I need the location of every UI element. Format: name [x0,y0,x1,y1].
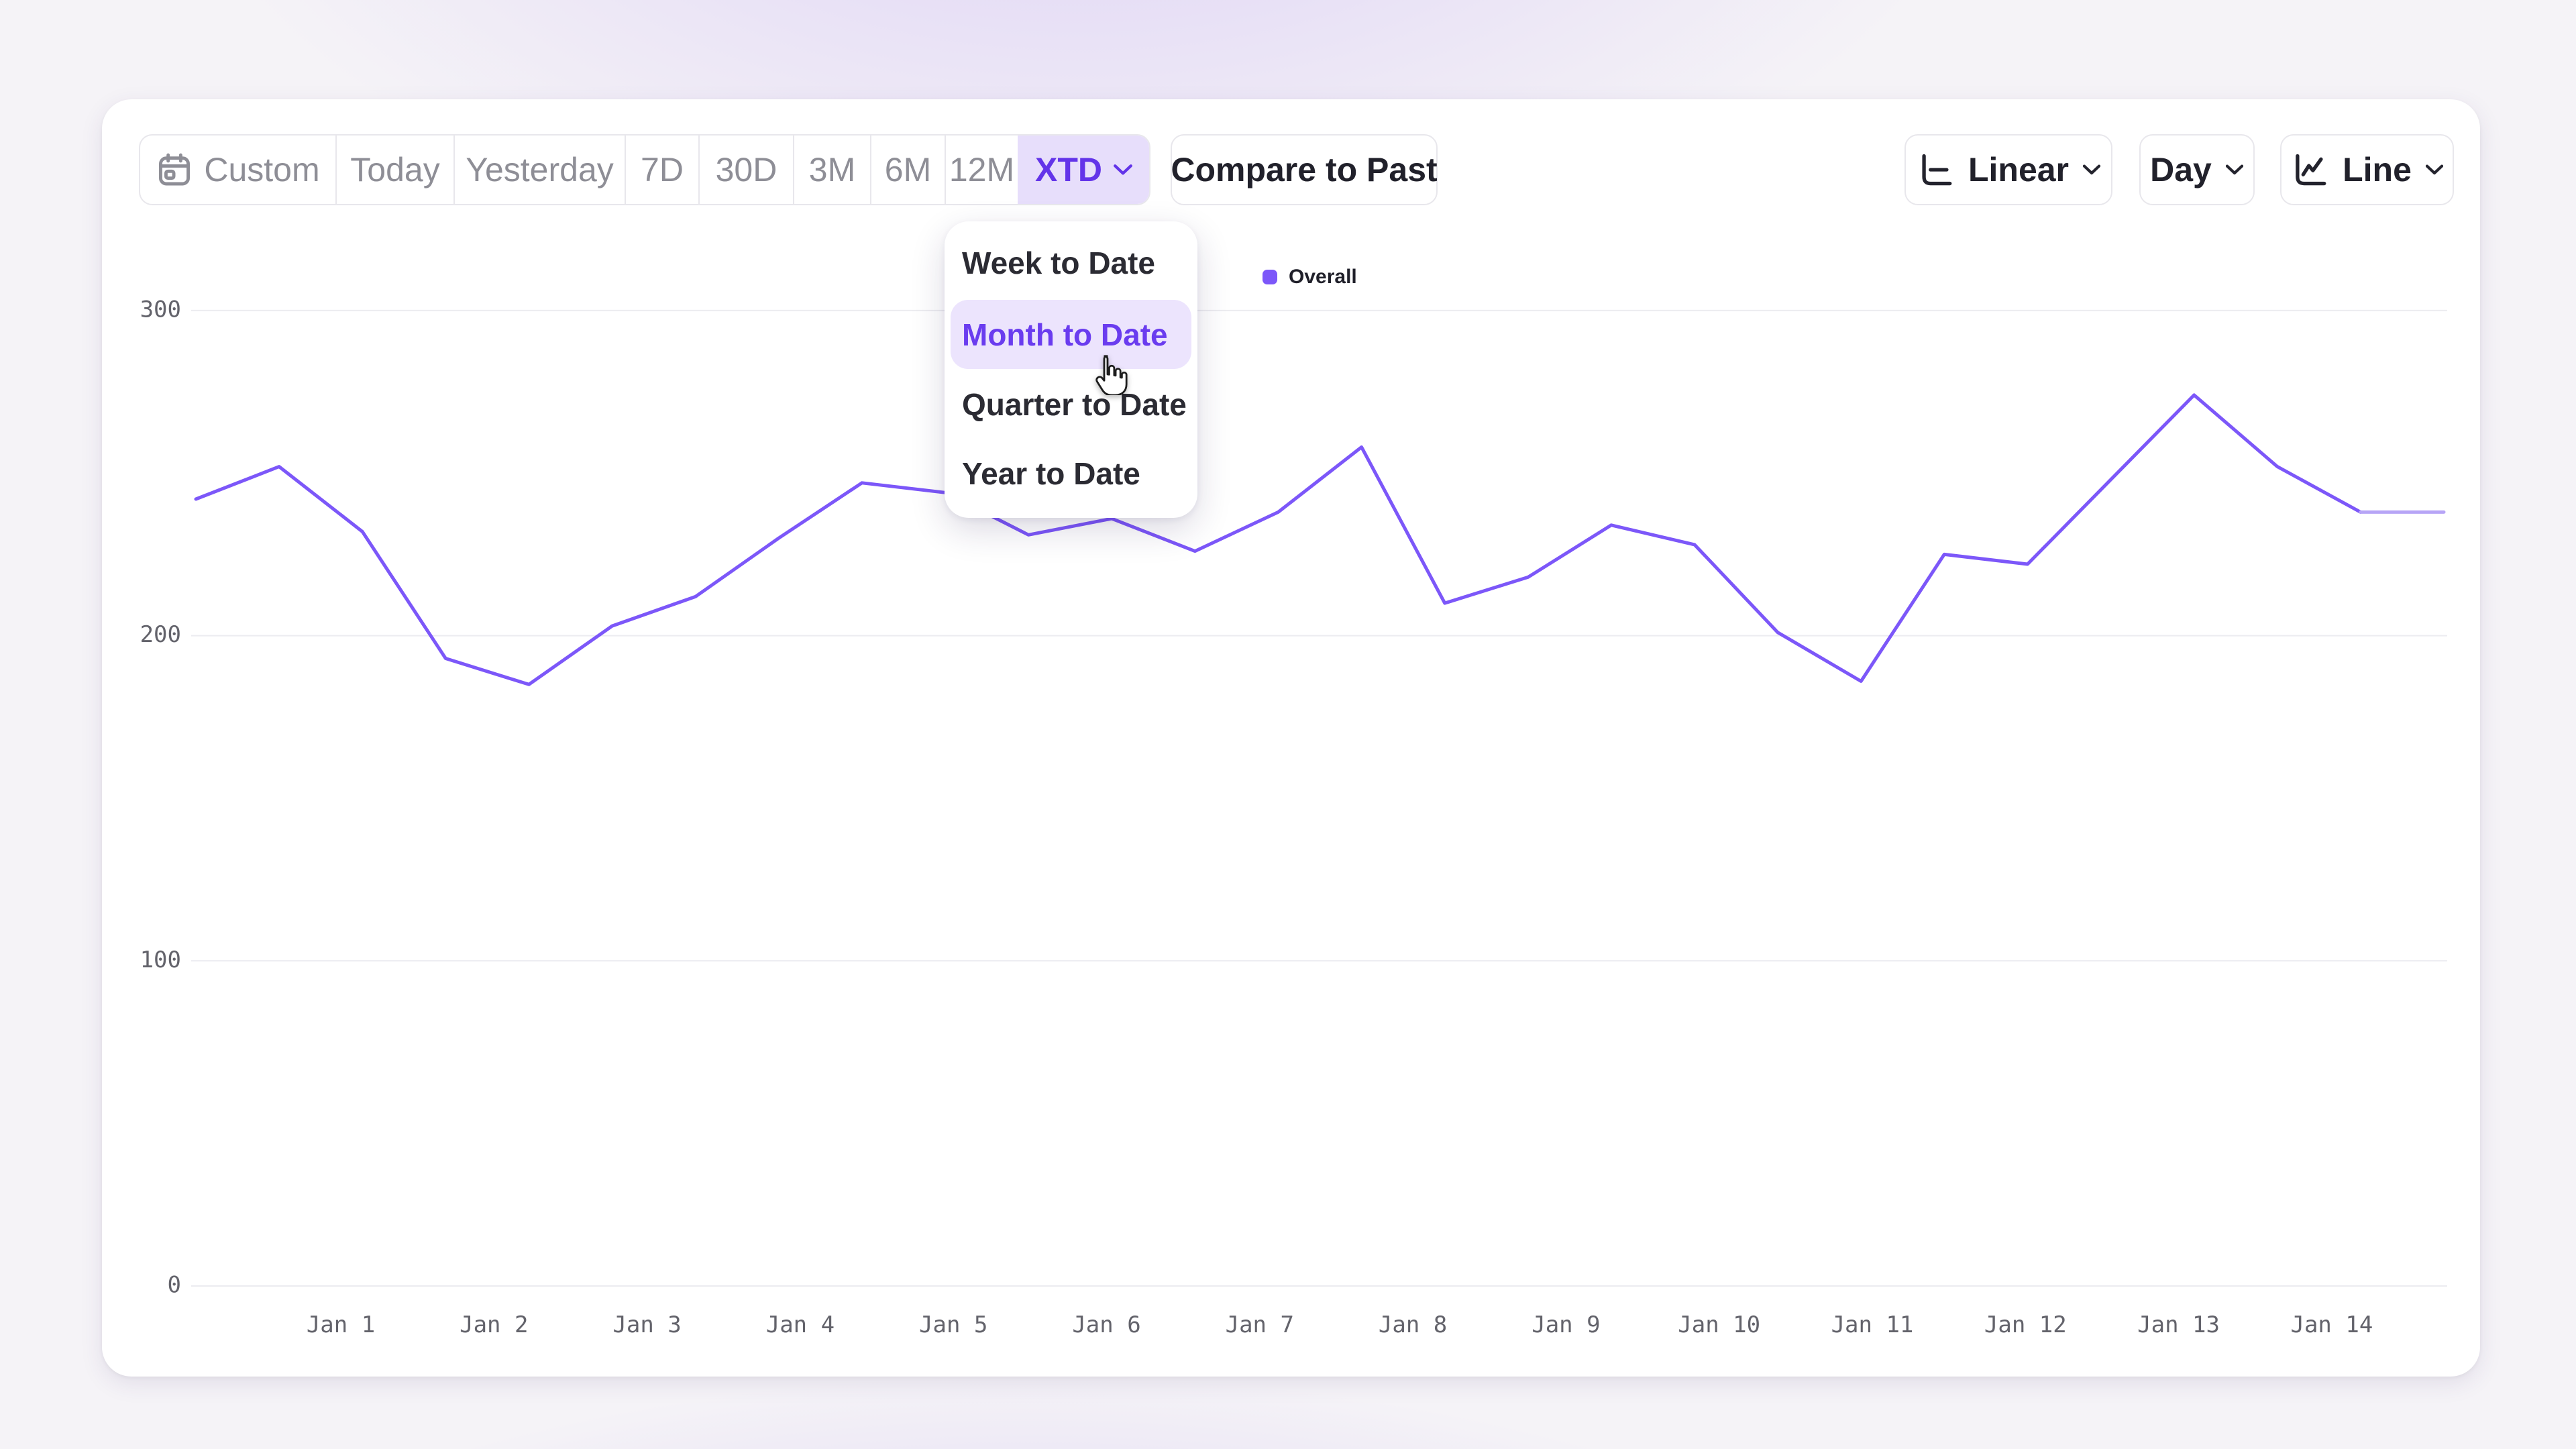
svg-text:Jan 14: Jan 14 [2290,1311,2373,1338]
svg-text:Jan 13: Jan 13 [2137,1311,2220,1338]
svg-text:Jan 7: Jan 7 [1226,1311,1294,1338]
preset-30d[interactable]: 30D [698,136,793,204]
preset-7d[interactable]: 7D [625,136,698,204]
svg-text:200: 200 [140,621,181,648]
preset-label: Yesterday [466,151,614,189]
svg-text:Jan 11: Jan 11 [1831,1311,1914,1338]
svg-text:300: 300 [140,296,181,323]
preset-custom[interactable]: Custom [140,136,335,204]
preset-today[interactable]: Today [335,136,453,204]
svg-text:Jan 2: Jan 2 [460,1311,528,1338]
date-range-selector: Custom Today Yesterday 7D 30D 3M 6M 12M … [139,134,1150,205]
dropdown-item-week-to-date[interactable]: Week to Date [962,246,1156,280]
svg-text:Jan 6: Jan 6 [1072,1311,1140,1338]
svg-text:Jan 10: Jan 10 [1678,1311,1760,1338]
scale-select[interactable]: Linear [1904,134,2112,205]
analytics-card: 0 100 200 300 Jan 1 Jan 2 Jan 3 Jan 4 Jan 5 Jan 6… [102,99,2480,1377]
svg-text:Jan 12: Jan 12 [1984,1311,2067,1338]
chart-legend: Overall [1263,266,1357,288]
preset-label: 6M [884,151,932,189]
dropdown-item-month-to-date[interactable]: Month to Date [962,317,1168,352]
dropdown-selected-highlight [951,300,1191,369]
compare-to-past-button[interactable]: Compare to Past [1171,134,1438,205]
xtd-dropdown-menu: Week to Date Month to Date Quarter to Da… [945,221,1197,518]
dropdown-item-quarter-to-date[interactable]: Quarter to Date [962,387,1187,422]
svg-text:Jan 4: Jan 4 [766,1311,835,1338]
preset-label: 3M [808,151,856,189]
compare-label: Compare to Past [1171,151,1438,189]
chevron-down-icon [2225,164,2243,175]
preset-6m[interactable]: 6M [870,136,945,204]
preset-label: Custom [204,151,320,189]
svg-text:Jan 5: Jan 5 [919,1311,987,1338]
svg-text:Jan 1: Jan 1 [307,1311,375,1338]
chart-type-label: Line [2343,151,2412,189]
svg-text:Jan 3: Jan 3 [612,1311,681,1338]
svg-text:0: 0 [168,1272,181,1299]
preset-label: XTD [1035,151,1102,189]
line-chart: 0 100 200 300 Jan 1 Jan 2 Jan 3 Jan 4 Jan 5 Jan 6… [140,296,2447,1338]
chevron-down-icon [2082,164,2101,175]
scale-label: Linear [1968,151,2070,189]
preset-label: 7D [641,151,684,189]
granularity-select[interactable]: Day [2139,134,2255,205]
calendar-icon [159,153,191,186]
preset-yesterday[interactable]: Yesterday [453,136,625,204]
svg-text:100: 100 [140,947,181,973]
legend-label: Overall [1289,266,1357,288]
dropdown-item-year-to-date[interactable]: Year to Date [962,456,1140,491]
legend-swatch-overall [1263,270,1277,284]
svg-text:Jan 9: Jan 9 [1532,1311,1600,1338]
chart-type-select[interactable]: Line [2280,134,2454,205]
line-chart-icon [2296,154,2326,186]
chevron-down-icon [2425,164,2443,175]
hand-cursor [1095,355,1128,395]
svg-text:Jan 8: Jan 8 [1379,1311,1447,1338]
linear-scale-icon [1922,154,1952,186]
preset-label: 12M [949,151,1015,189]
granularity-label: Day [2150,151,2212,189]
preset-12m[interactable]: 12M [945,136,1018,204]
chevron-down-icon [1114,164,1132,175]
preset-label: Today [350,151,440,189]
preset-label: 30D [715,151,777,189]
preset-3m[interactable]: 3M [793,136,870,204]
preset-xtd[interactable]: XTD [1018,136,1149,204]
